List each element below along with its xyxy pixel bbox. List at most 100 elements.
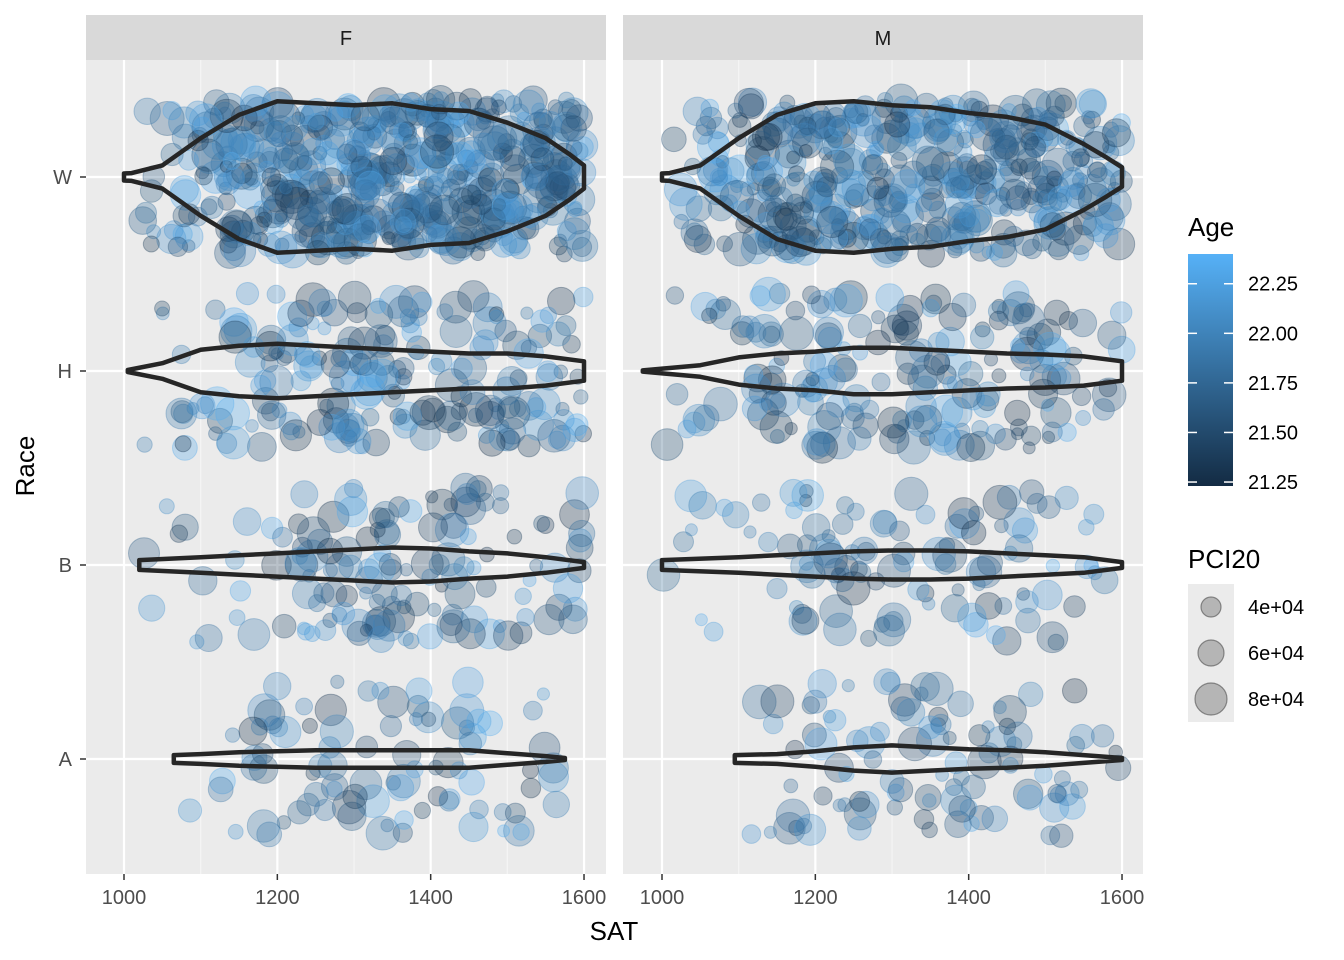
data-point — [342, 783, 368, 810]
data-point — [737, 87, 768, 117]
data-point — [863, 750, 883, 769]
data-point — [411, 291, 433, 313]
data-point — [520, 306, 534, 320]
data-point — [936, 364, 957, 385]
data-point — [504, 95, 523, 113]
data-point — [891, 318, 909, 336]
data-point — [427, 786, 449, 807]
data-point — [553, 364, 569, 380]
violin-A — [732, 743, 1125, 775]
data-point — [1019, 326, 1038, 346]
data-point — [943, 429, 975, 461]
data-point — [1070, 780, 1089, 799]
facet-strip — [623, 15, 1143, 60]
data-point — [1091, 377, 1127, 413]
data-point — [533, 112, 552, 131]
data-point — [367, 167, 389, 190]
data-point — [944, 810, 972, 839]
data-point — [1018, 479, 1045, 505]
data-point — [1048, 192, 1069, 212]
data-point — [401, 322, 423, 343]
data-point — [297, 170, 332, 205]
data-point — [715, 296, 732, 312]
data-point — [1062, 150, 1083, 172]
data-point — [788, 819, 805, 837]
data-point — [783, 778, 799, 794]
data-point — [875, 283, 905, 313]
data-point — [200, 198, 218, 216]
data-point — [1111, 113, 1131, 133]
data-point — [669, 187, 703, 221]
data-point — [827, 133, 843, 149]
data-point — [361, 609, 391, 638]
data-point — [807, 110, 837, 140]
data-point — [999, 203, 1013, 217]
data-point — [306, 409, 334, 436]
data-point — [357, 160, 384, 187]
data-point — [492, 142, 513, 163]
data-point — [354, 438, 371, 455]
data-point — [928, 421, 960, 453]
data-point — [787, 122, 821, 157]
data-point — [537, 360, 559, 383]
data-point — [402, 632, 420, 650]
size-key-point — [1200, 596, 1222, 618]
data-point — [229, 580, 252, 602]
data-point — [430, 224, 462, 256]
data-point — [228, 609, 246, 626]
data-point — [467, 177, 497, 207]
data-point — [306, 114, 334, 141]
data-point — [167, 236, 189, 258]
data-point — [705, 298, 727, 320]
data-point — [270, 159, 302, 191]
data-point — [520, 777, 542, 799]
data-point — [1043, 105, 1065, 127]
data-point — [804, 727, 838, 761]
data-point — [994, 518, 1009, 534]
data-point — [1083, 503, 1105, 525]
data-point — [381, 174, 400, 193]
data-point — [830, 219, 857, 246]
data-point — [493, 192, 524, 223]
data-point — [178, 149, 200, 171]
data-point — [888, 192, 908, 213]
data-point — [371, 210, 397, 236]
data-point — [830, 218, 845, 232]
data-point — [921, 821, 938, 839]
data-point — [1015, 590, 1039, 614]
violin-B — [659, 548, 1125, 582]
data-point — [520, 163, 549, 192]
x-tick-label: 1200 — [793, 887, 838, 909]
data-point — [945, 778, 963, 796]
data-point — [1045, 175, 1070, 199]
data-point — [998, 717, 1016, 736]
data-point — [189, 103, 223, 137]
data-point — [539, 171, 569, 202]
data-point — [810, 295, 830, 315]
data-point — [865, 329, 891, 356]
data-point — [475, 174, 498, 197]
data-point — [326, 390, 356, 421]
data-point — [509, 103, 530, 123]
data-point — [772, 145, 807, 179]
data-point — [873, 185, 906, 218]
data-point — [932, 537, 968, 573]
data-point — [351, 203, 380, 233]
data-point — [330, 230, 359, 260]
data-point — [396, 143, 430, 177]
data-point — [380, 818, 395, 833]
data-point — [393, 153, 415, 176]
data-point — [379, 146, 408, 176]
data-point — [298, 178, 315, 196]
data-point — [879, 209, 912, 241]
data-point — [688, 491, 717, 520]
data-point — [870, 207, 894, 231]
data-point — [250, 717, 269, 736]
data-point — [318, 736, 342, 759]
data-point — [884, 111, 911, 138]
data-point — [947, 201, 977, 232]
data-point — [722, 501, 750, 529]
data-point — [827, 353, 857, 383]
data-point — [420, 711, 437, 727]
data-point — [904, 410, 925, 430]
